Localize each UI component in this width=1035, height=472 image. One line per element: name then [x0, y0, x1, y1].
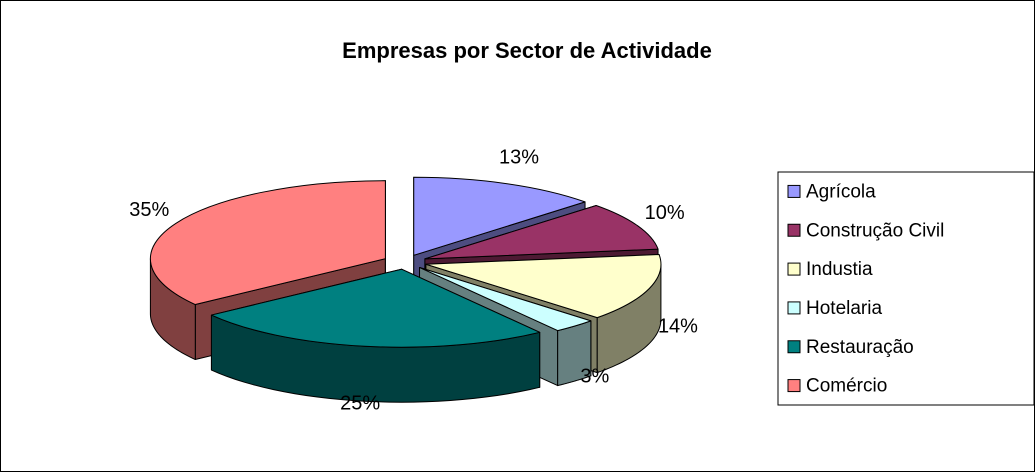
slice-top — [149, 180, 386, 306]
legend-swatch — [787, 301, 801, 315]
pie: 13% 10% 14% 3% 25% 35% — [129, 146, 698, 414]
legend-label: Agrícola — [806, 181, 876, 202]
legend-box — [777, 171, 1035, 406]
data-label: 25% — [340, 392, 380, 414]
data-label: 13% — [499, 146, 539, 168]
slice-top — [210, 268, 541, 348]
slice — [210, 268, 541, 403]
slice-top — [424, 204, 659, 260]
legend-swatch — [787, 184, 801, 198]
legend: Agrícola Construção Civil Industia Hotelari… — [777, 171, 1035, 406]
data-label: 10% — [645, 202, 685, 224]
data-label: 3% — [580, 366, 609, 388]
legend-swatch — [787, 340, 801, 354]
legend-swatch — [787, 379, 801, 393]
legend-label: Comércio — [806, 376, 887, 397]
slice-top — [413, 176, 586, 256]
legend-label: Restauração — [806, 337, 914, 358]
chart-title: Empresas por Sector de Actividade — [342, 38, 712, 63]
legend-label: Industia — [806, 259, 873, 280]
data-label: 35% — [129, 199, 169, 221]
legend-label: Construção Civil — [806, 220, 944, 241]
slice-top — [419, 266, 592, 332]
legend-label: Hotelaria — [806, 298, 882, 319]
slice-top — [425, 253, 662, 319]
legend-swatch — [787, 262, 801, 276]
legend-swatch — [787, 223, 801, 237]
data-label: 14% — [658, 316, 698, 338]
